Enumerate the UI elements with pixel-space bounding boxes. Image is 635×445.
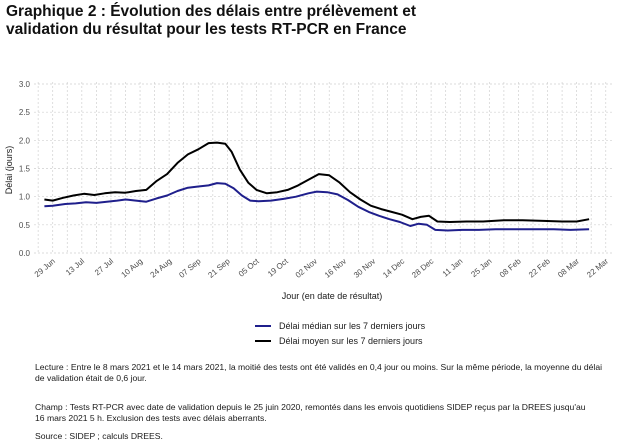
y-axis-label: Délai (jours) [4, 146, 14, 195]
legend-item-median: Délai médian sur les 7 derniers jours [255, 318, 425, 333]
x-tick-label: 25 Jan [469, 257, 493, 279]
source-line: Source : SIDEP ; calculs DREES. [35, 431, 163, 441]
source-note: Source : SIDEP ; calculs DREES. [35, 431, 625, 442]
x-tick-label: 22 Feb [527, 256, 552, 279]
x-tick-label: 22 Mar [585, 256, 610, 279]
y-tick-label: 3.0 [19, 80, 31, 89]
x-tick-label: 29 Jun [33, 257, 57, 279]
chart-title-line-1: Graphique 2 : Évolution des délais entre… [6, 3, 417, 20]
chart-title-line-2: validation du résultat pour les tests RT… [6, 21, 407, 38]
x-axis-label: Jour (en date de résultat) [282, 291, 383, 301]
y-tick-label: 0.0 [19, 249, 31, 258]
x-tick-label: 08 Feb [498, 256, 523, 279]
x-tick-label: 30 Nov [352, 257, 377, 280]
y-axis-ticks: 0.0 0.5 1.0 1.5 2.0 2.5 3.0 [19, 80, 31, 258]
series-line-mean [44, 141, 590, 223]
legend-swatch-median [255, 324, 271, 327]
chart-legend: Délai médian sur les 7 derniers jours Dé… [255, 318, 425, 348]
chart-title: Graphique 2 : Évolution des délais entre… [6, 3, 626, 39]
y-tick-label: 1.0 [19, 193, 31, 202]
x-tick-label: 10 Aug [119, 257, 144, 280]
x-tick-label: 19 Oct [266, 256, 290, 279]
x-tick-label: 21 Sep [206, 256, 232, 280]
lecture-note: Lecture : Entre le 8 mars 2021 et le 14 … [35, 362, 625, 383]
x-tick-label: 13 Jul [64, 257, 86, 278]
x-tick-label: 27 Jul [93, 257, 115, 278]
x-tick-label: 14 Dec [381, 257, 406, 280]
legend-swatch-mean [255, 339, 271, 342]
x-tick-label: 11 Jan [441, 257, 465, 279]
y-tick-label: 1.5 [19, 165, 31, 174]
legend-label-mean: Délai moyen sur les 7 derniers jours [279, 335, 423, 346]
y-tick-label: 2.0 [19, 136, 31, 145]
chart-lines [44, 141, 590, 232]
series-line-median [44, 182, 590, 232]
x-tick-label: 16 Nov [323, 257, 348, 280]
x-tick-label: 24 Aug [149, 257, 174, 280]
champ-line-2: 16 mars 2021 5 h. Exclusion des tests av… [35, 412, 267, 423]
champ-line-1: Champ : Tests RT-PCR avec date de valida… [35, 402, 586, 412]
x-axis-ticks: 29 Jun 13 Jul 27 Jul 10 Aug 24 Aug 07 Sep 21 S… [33, 256, 610, 280]
champ-note: Champ : Tests RT-PCR avec date de valida… [35, 402, 625, 423]
lecture-line-2: de validation était de 0,6 jour. [35, 372, 147, 383]
legend-label-median: Délai médian sur les 7 derniers jours [279, 320, 426, 331]
x-tick-label: 28 Dec [410, 257, 435, 280]
x-tick-label: 07 Sep [177, 256, 203, 280]
y-tick-label: 0.5 [19, 221, 31, 230]
x-tick-label: 02 Nov [294, 257, 319, 280]
y-tick-label: 2.5 [19, 108, 31, 117]
lecture-line-1: Lecture : Entre le 8 mars 2021 et le 14 … [35, 362, 603, 372]
chart-grid [34, 82, 612, 254]
x-tick-label: 08 Mar [556, 256, 581, 279]
legend-item-mean: Délai moyen sur les 7 derniers jours [255, 333, 425, 348]
x-tick-label: 05 Oct [237, 256, 261, 279]
